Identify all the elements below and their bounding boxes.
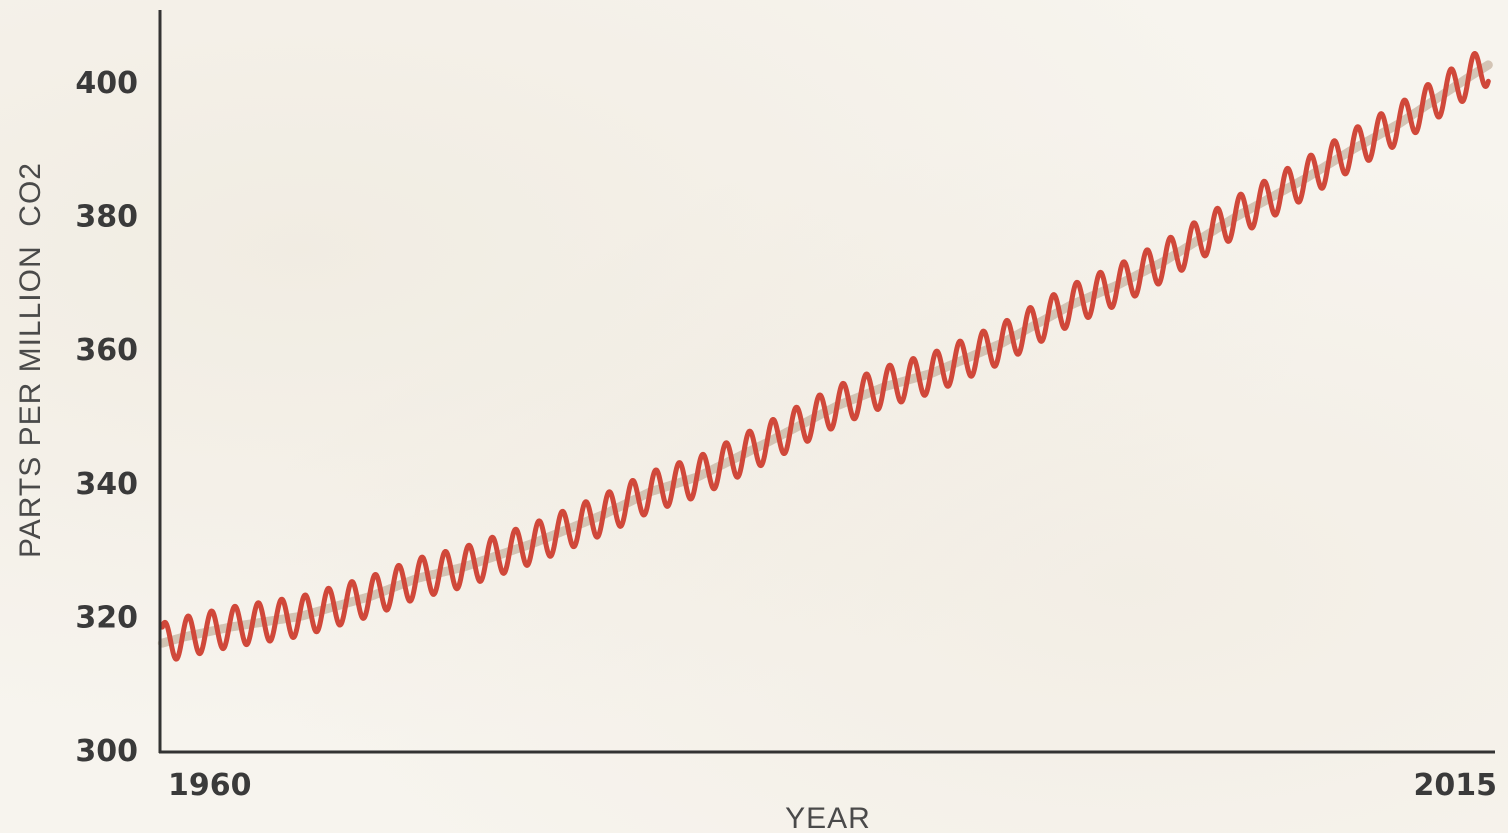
y-tick-labels: 300 320 340 360 380 400	[75, 66, 138, 769]
y-tick-label: 320	[75, 600, 138, 635]
y-tick-label: 360	[75, 333, 138, 368]
y-axis-title: PARTS PER MILLION CO2	[14, 162, 47, 558]
y-tick-label: 380	[75, 200, 138, 235]
trend-line	[157, 60, 1493, 648]
x-tick-label: 2015	[1414, 768, 1498, 803]
x-tick-label: 1960	[168, 768, 252, 803]
y-tick-label: 400	[75, 66, 138, 101]
y-tick-label: 340	[75, 467, 138, 502]
x-tick-labels: 1960 2015	[168, 768, 1497, 803]
y-tick-label: 300	[75, 734, 138, 769]
x-axis-title: YEAR	[785, 802, 871, 833]
co2-series-line	[159, 51, 1491, 662]
